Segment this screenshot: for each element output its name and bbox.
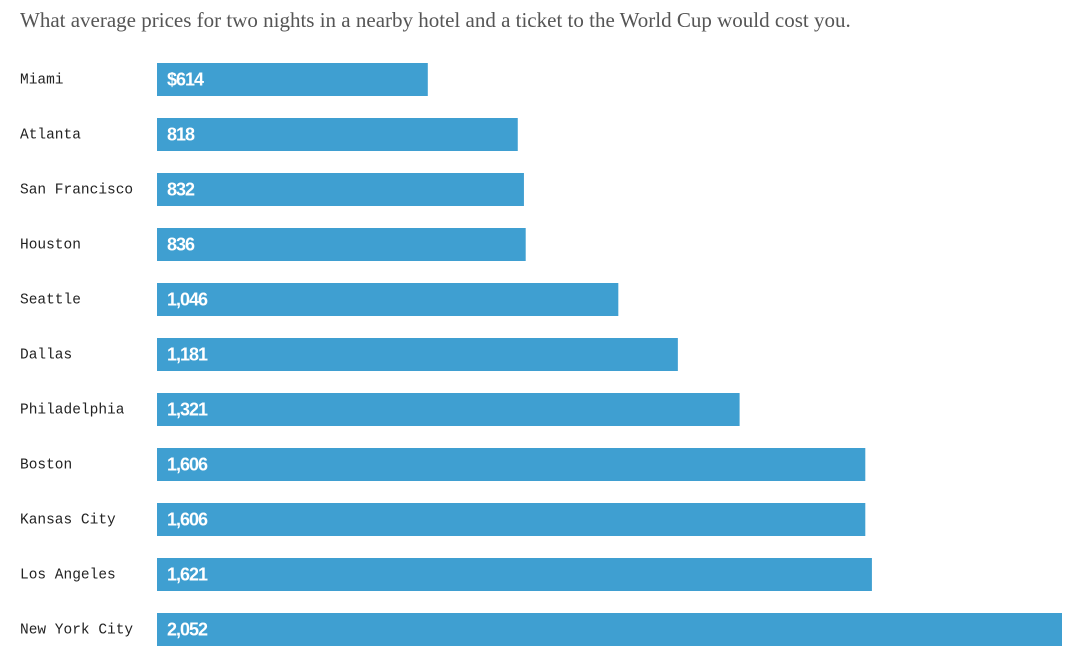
bar (157, 63, 428, 96)
value-label: 1,621 (167, 564, 208, 584)
bar (157, 228, 526, 261)
bar (157, 448, 866, 481)
category-label: Kansas City (20, 512, 116, 528)
category-label: New York City (20, 622, 133, 638)
value-label: 836 (167, 234, 195, 254)
value-label: 818 (167, 124, 195, 144)
value-label: 1,181 (167, 344, 208, 364)
bar (157, 503, 866, 536)
category-label: Boston (20, 457, 72, 473)
category-label: Seattle (20, 292, 81, 308)
category-label: Los Angeles (20, 567, 116, 583)
category-label: Houston (20, 237, 81, 253)
bar (157, 173, 524, 206)
category-label: Philadelphia (20, 402, 125, 418)
bar (157, 393, 740, 426)
bar (157, 118, 518, 151)
bar (157, 338, 678, 371)
chart-title: What average prices for two nights in a … (20, 8, 851, 32)
category-label: Dallas (20, 347, 72, 363)
value-label: 1,606 (167, 454, 208, 474)
value-label: 832 (167, 179, 195, 199)
category-label: San Francisco (20, 182, 133, 198)
bar (157, 283, 619, 316)
value-label: 2,052 (167, 619, 208, 639)
value-label: $614 (167, 69, 204, 89)
bar (157, 558, 872, 591)
value-label: 1,606 (167, 509, 208, 529)
value-label: 1,046 (167, 289, 208, 309)
value-label: 1,321 (167, 399, 208, 419)
category-label: Miami (20, 72, 64, 88)
category-label: Atlanta (20, 127, 81, 143)
bar (157, 613, 1062, 646)
